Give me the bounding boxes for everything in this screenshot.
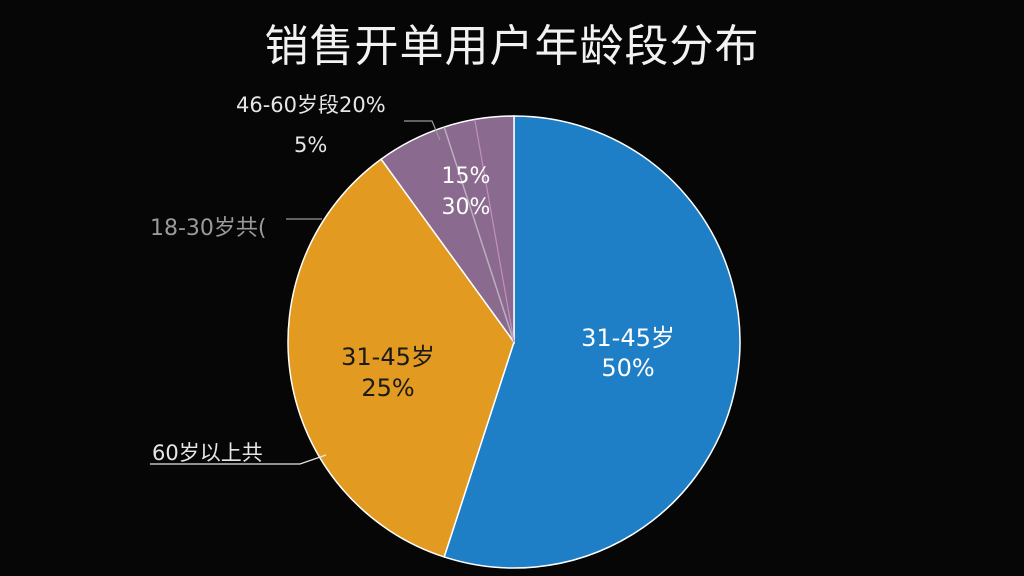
label-purple-percent-2: 30% bbox=[442, 195, 491, 220]
leader-line-bottom bbox=[150, 454, 327, 465]
outer-label-top: 46-60岁段20% bbox=[236, 93, 386, 117]
chart-title: 销售开单用户年龄段分布 bbox=[264, 21, 760, 72]
label-purple-percent-1: 15% bbox=[442, 164, 491, 189]
outer-label-middle: 18-30岁共( bbox=[150, 216, 267, 241]
outer-label-bottom: 60岁以上共 bbox=[152, 441, 263, 465]
outer-label-top-percent: 5% bbox=[294, 133, 327, 157]
pie-divider-line bbox=[443, 126, 515, 343]
label-orange-category: 31-45岁 bbox=[341, 343, 435, 371]
label-blue-percent: 50% bbox=[601, 354, 654, 382]
pie-divider-line bbox=[474, 119, 515, 343]
label-orange-percent: 25% bbox=[361, 374, 414, 402]
leader-line-top bbox=[404, 120, 441, 141]
pie-slice-orange bbox=[287, 158, 515, 558]
label-blue-category: 31-45岁 bbox=[581, 324, 675, 352]
pie-slice-blue bbox=[443, 115, 741, 569]
